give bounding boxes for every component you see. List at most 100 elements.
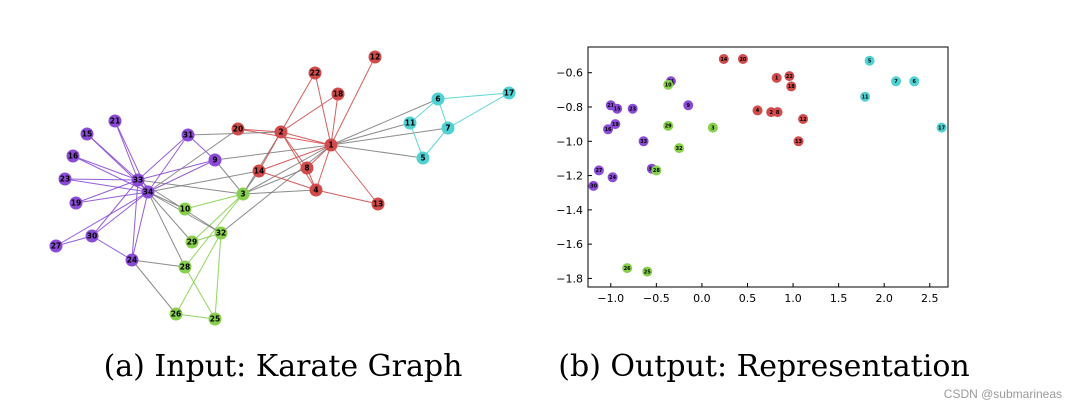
graph-node-label-33: 33	[133, 176, 143, 185]
graph-edge-1-4	[315, 144, 332, 191]
scatter-point-30	[588, 180, 599, 191]
scatter-point-1	[771, 72, 782, 83]
graph-node-label-5: 5	[420, 154, 425, 163]
scatter-point-27	[593, 165, 604, 176]
graph-node-label-22: 22	[310, 69, 320, 78]
graph-edge-4-14	[258, 170, 317, 191]
graph-edge-1-2	[280, 131, 332, 146]
x-tick-label: 1.5	[830, 292, 848, 305]
graph-edge-3-10	[184, 193, 244, 210]
scatter-point-label-22: 22	[786, 74, 793, 80]
graph-edge-26-32	[175, 232, 222, 315]
graph-edge-24-28	[131, 259, 186, 268]
scatter-point-29	[663, 120, 674, 131]
scatter-point-label-5: 5	[868, 59, 872, 65]
graph-edge-1-3	[242, 144, 332, 195]
scatter-point-16	[603, 124, 614, 135]
graph-edge-1-22	[314, 72, 332, 146]
graph-edge-2-18	[280, 93, 339, 133]
graph-edge-1-6	[330, 98, 439, 146]
graph-node-6	[431, 92, 445, 106]
graph-edge-19-34	[75, 191, 149, 204]
graph-node-label-30: 30	[87, 232, 97, 241]
graph-edge-5-7	[422, 127, 449, 159]
graph-edge-20-34	[147, 128, 239, 193]
scatter-point-label-30: 30	[590, 184, 597, 190]
graph-node-label-25: 25	[210, 315, 220, 324]
scatter-point-4	[752, 105, 763, 116]
scatter-point-11	[860, 91, 871, 102]
scatter-point-26	[622, 263, 633, 274]
scatter-point-label-27: 27	[595, 168, 602, 174]
scatter-point-label-33: 33	[640, 139, 647, 145]
graph-node-16	[66, 149, 80, 163]
graph-node-label-27: 27	[51, 242, 61, 251]
graph-node-label-10: 10	[180, 205, 190, 214]
scatter-point-label-16: 16	[605, 127, 612, 133]
graph-node-label-15: 15	[82, 130, 92, 139]
graph-node-31	[181, 128, 195, 142]
caption-left: (a) Input: Karate Graph	[104, 349, 463, 384]
graph-edge-25-32	[214, 232, 222, 320]
caption-right: (b) Output: Representation	[558, 349, 969, 384]
x-tick-label: 0.0	[693, 292, 711, 305]
graph-node-11	[403, 116, 417, 130]
graph-edge-2-8	[280, 131, 308, 169]
graph-node-label-9: 9	[212, 156, 217, 165]
graph-node-label-7: 7	[445, 124, 450, 133]
graph-edge-3-28	[184, 193, 244, 268]
graph-edge-2-20	[237, 128, 282, 133]
scatter-point-33	[638, 136, 649, 147]
scatter-point-8	[772, 107, 783, 118]
scatter-point-22	[784, 71, 795, 82]
graph-edge-6-17	[437, 92, 510, 100]
graph-node-21	[108, 114, 122, 128]
scatter-point-label-21: 21	[607, 103, 614, 109]
graph-edge-24-30	[91, 235, 133, 261]
graph-node-label-23: 23	[60, 175, 70, 184]
scatter-point-label-4: 4	[756, 108, 760, 114]
graph-edge-16-33	[72, 155, 139, 181]
graph-edge-7-17	[447, 92, 510, 129]
graph-node-label-6: 6	[435, 95, 440, 104]
graph-node-label-11: 11	[405, 119, 415, 128]
graph-node-label-21: 21	[110, 117, 120, 126]
scatter-point-23	[627, 103, 638, 114]
graph-edge-3-8	[242, 167, 308, 195]
graph-node-5	[416, 151, 430, 165]
scatter-point-label-2: 2	[769, 110, 773, 116]
x-tick-label: 0.5	[739, 292, 757, 305]
graph-node-label-16: 16	[68, 152, 78, 161]
scatter-point-label-7: 7	[894, 79, 898, 85]
graph-edge-1-13	[330, 144, 379, 205]
scatter-point-label-32: 32	[676, 146, 683, 152]
graph-edge-1-12	[330, 56, 376, 146]
graph-node-29	[185, 235, 199, 249]
graph-node-label-13: 13	[373, 200, 383, 209]
graph-edge-30-34	[91, 191, 149, 237]
graph-node-4	[309, 183, 323, 197]
graph-node-label-4: 4	[313, 186, 318, 195]
scatter-point-7	[891, 76, 902, 87]
graph-node-label-2: 2	[278, 128, 283, 137]
graph-node-label-8: 8	[304, 164, 309, 173]
graph-edge-1-7	[330, 127, 449, 146]
graph-edge-31-33	[137, 134, 189, 181]
graph-node-1	[324, 138, 338, 152]
graph-node-label-12: 12	[370, 53, 380, 62]
graph-edge-14-34	[147, 170, 260, 193]
scatter-point-label-13: 13	[795, 139, 802, 145]
x-tick-label: 2.0	[875, 292, 893, 305]
scatter-point-label-3: 3	[711, 125, 715, 131]
scatter-point-13	[793, 136, 804, 147]
scatter-point-label-9: 9	[687, 103, 691, 109]
graph-edge-23-33	[64, 178, 139, 181]
scatter-point-label-18: 18	[788, 84, 795, 90]
scatter-point-24	[607, 172, 618, 183]
scatter-point-25	[642, 266, 653, 277]
graph-edge-24-26	[131, 259, 177, 315]
graph-node-28	[178, 260, 192, 274]
graph-edge-9-33	[137, 159, 216, 181]
graph-edge-3-29	[191, 193, 244, 243]
